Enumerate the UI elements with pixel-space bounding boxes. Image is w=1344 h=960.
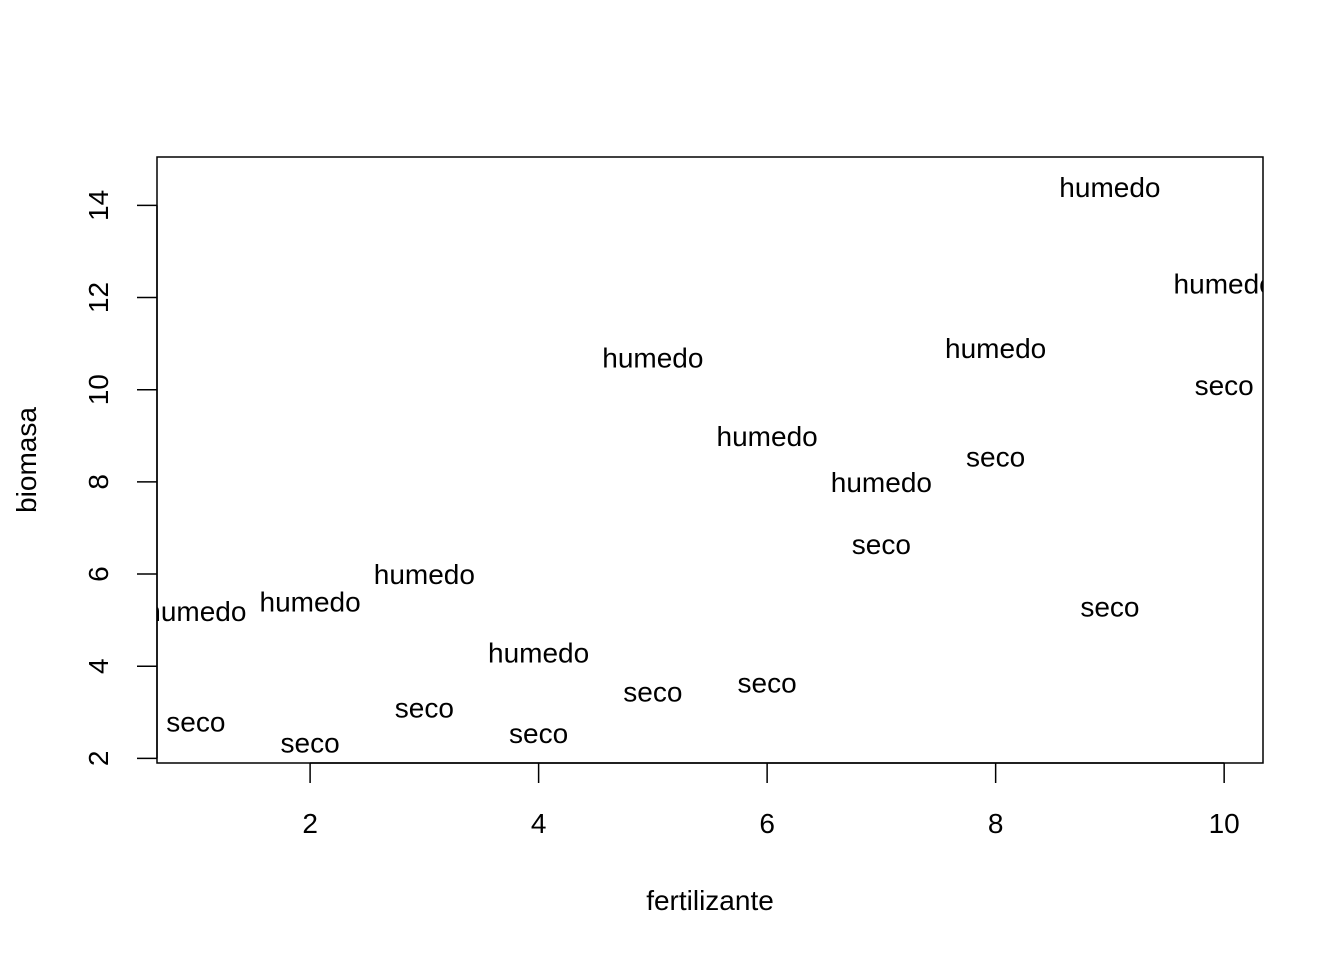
point-label-seco: seco	[166, 707, 225, 738]
point-label-humedo: humedo	[831, 467, 932, 498]
y-tick-label: 4	[83, 658, 114, 674]
plot-frame	[156, 156, 1264, 764]
x-tick-label: 6	[759, 808, 775, 839]
x-tick-label: 4	[531, 808, 547, 839]
y-tick-label: 14	[83, 190, 114, 221]
point-label-seco: seco	[623, 677, 682, 708]
point-label-humedo: humedo	[260, 587, 361, 618]
point-label-humedo: humedo	[717, 421, 818, 452]
x-tick-label: 8	[988, 808, 1004, 839]
point-label-humedo: humedo	[1174, 269, 1275, 300]
y-tick-label: 10	[83, 374, 114, 405]
point-label-seco: seco	[281, 727, 340, 758]
x-tick-label: 10	[1209, 808, 1240, 839]
point-label-seco: seco	[1080, 591, 1139, 622]
y-axis-label: biomasa	[11, 407, 42, 513]
point-label-seco: seco	[852, 529, 911, 560]
point-label-seco: seco	[1195, 370, 1254, 401]
point-labels: humedo humedo humedo humedo humedo humedo hume…	[145, 172, 1275, 758]
point-label-humedo: humedo	[945, 333, 1046, 364]
x-tick-label: 2	[302, 808, 318, 839]
y-axis: 2 4 6 8 10 12 14	[83, 190, 158, 767]
point-label-humedo: humedo	[1059, 172, 1160, 203]
point-label-humedo: humedo	[602, 342, 703, 373]
x-axis-label: fertilizante	[646, 885, 774, 916]
point-label-seco: seco	[395, 693, 454, 724]
point-label-humedo: humedo	[374, 559, 475, 590]
y-tick-label: 2	[83, 751, 114, 767]
point-label-seco: seco	[509, 718, 568, 749]
y-tick-label: 6	[83, 566, 114, 582]
point-label-seco: seco	[966, 442, 1025, 473]
point-label-humedo: humedo	[488, 637, 589, 668]
y-tick-label: 12	[83, 282, 114, 313]
point-label-seco: seco	[738, 667, 797, 698]
point-label-humedo: humedo	[145, 596, 246, 627]
x-axis: 2 4 6 8 10	[302, 762, 1240, 839]
y-tick-label: 8	[83, 474, 114, 490]
